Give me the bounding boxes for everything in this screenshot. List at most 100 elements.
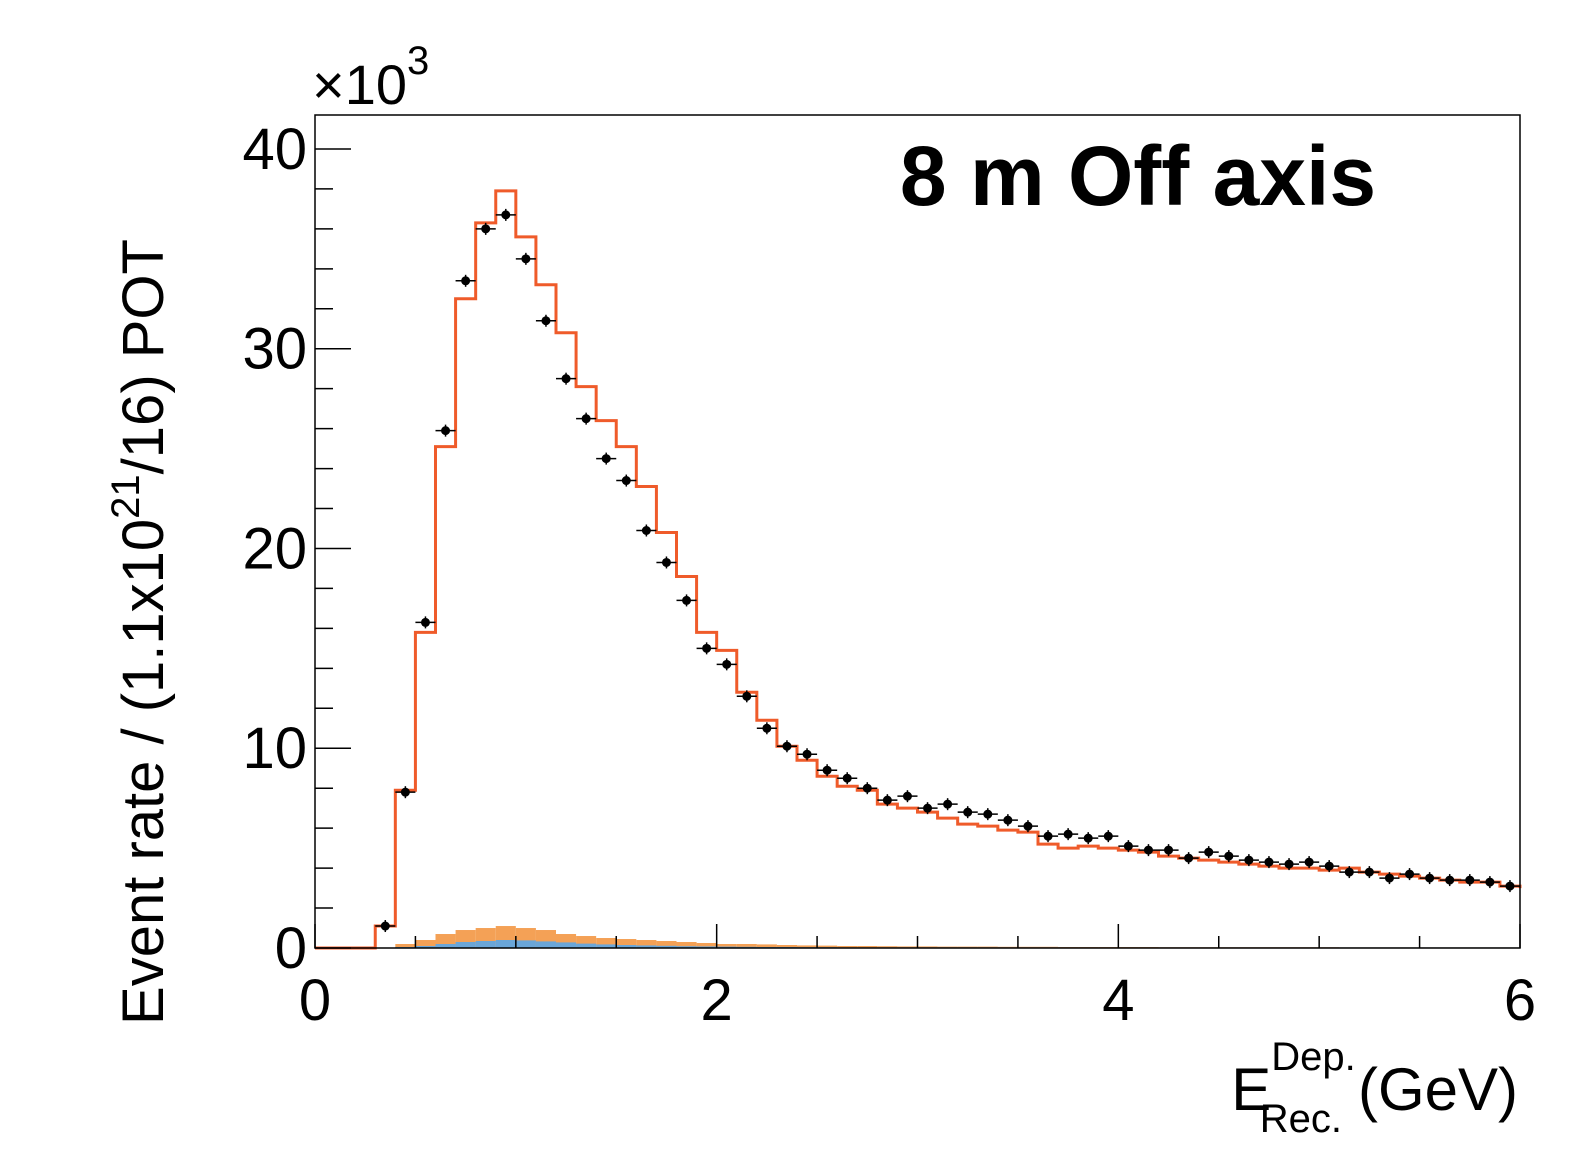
data-point-21 <box>736 690 757 703</box>
data-point-34 <box>997 814 1018 827</box>
data-point-40 <box>1118 840 1139 853</box>
data-point-27 <box>857 782 878 795</box>
data-point-25 <box>817 764 838 777</box>
data-point-15 <box>616 474 637 487</box>
data-point-marker <box>1405 869 1415 879</box>
data-point-14 <box>596 452 617 465</box>
data-point-marker <box>1324 861 1334 871</box>
data-point-47 <box>1258 856 1279 869</box>
filled-bar-2-14 <box>596 938 617 948</box>
data-point-23 <box>776 740 797 753</box>
data-point-marker <box>481 224 491 234</box>
data-point-marker <box>842 773 852 783</box>
data-point-marker <box>1164 845 1174 855</box>
y-tick-label: 40 <box>242 117 307 182</box>
data-point-56 <box>1439 874 1460 887</box>
data-point-36 <box>1038 830 1059 843</box>
data-point-37 <box>1058 828 1079 841</box>
data-point-marker <box>1244 855 1254 865</box>
y-axis-label-post: /16) POT <box>111 239 176 474</box>
data-point-38 <box>1078 832 1099 845</box>
x-tick-label: 4 <box>1102 968 1134 1033</box>
x-tick-label: 0 <box>299 968 331 1033</box>
filled-histograms <box>395 926 1520 948</box>
data-point-marker <box>1043 831 1053 841</box>
data-point-marker <box>561 374 571 384</box>
chart-title: 8 m Off axis <box>900 129 1376 223</box>
data-point-marker <box>943 799 953 809</box>
filled-bar-2-29 <box>897 946 918 948</box>
filled-bar-3-10 <box>515 940 536 948</box>
data-point-marker <box>762 723 772 733</box>
data-point-marker <box>1184 853 1194 863</box>
data-point-marker <box>1123 841 1133 851</box>
filled-bar-2-26 <box>837 946 858 948</box>
data-point-4 <box>395 786 416 799</box>
y-axis-label-sup: 21 <box>104 474 148 519</box>
data-point-5 <box>415 616 436 629</box>
filled-bar-3-11 <box>535 941 556 948</box>
histogram-line <box>315 189 1522 950</box>
filled-bar-2-27 <box>857 946 878 948</box>
y-multiplier-base: ×10 <box>312 53 407 116</box>
data-point-10 <box>515 252 536 265</box>
data-point-29 <box>897 790 918 803</box>
data-point-marker <box>1264 857 1274 867</box>
data-point-55 <box>1419 872 1440 885</box>
data-point-46 <box>1238 854 1259 867</box>
data-point-marker <box>1204 847 1214 857</box>
data-point-marker <box>822 765 832 775</box>
plot-frame <box>314 114 1521 949</box>
y-tick-label: 0 <box>275 916 307 981</box>
data-point-marker <box>1344 867 1354 877</box>
data-point-17 <box>656 556 677 569</box>
data-point-marker <box>1465 875 1475 885</box>
filled-bar-2-16 <box>636 940 657 948</box>
data-point-marker <box>1384 873 1394 883</box>
data-point-marker <box>1425 873 1435 883</box>
data-point-35 <box>1017 820 1038 833</box>
data-point-54 <box>1399 868 1420 881</box>
filled-bar-2-23 <box>776 945 797 948</box>
data-point-49 <box>1299 856 1320 869</box>
filled-bar-2-30 <box>917 946 938 948</box>
filled-bar-2-20 <box>716 944 737 948</box>
data-point-51 <box>1339 866 1360 879</box>
data-point-6 <box>435 424 456 437</box>
data-point-43 <box>1178 852 1199 865</box>
data-point-marker <box>983 809 993 819</box>
data-point-52 <box>1359 866 1380 879</box>
data-point-39 <box>1098 830 1119 843</box>
data-point-7 <box>455 274 476 287</box>
filled-bar-3-19 <box>696 946 717 948</box>
y-tick-label: 20 <box>242 516 307 581</box>
data-point-24 <box>797 748 818 761</box>
data-point-marker <box>441 426 451 436</box>
data-point-41 <box>1138 844 1159 857</box>
data-point-marker <box>581 414 591 424</box>
data-point-11 <box>535 314 556 327</box>
filled-bar-3-16 <box>636 945 657 948</box>
y-tick-label: 10 <box>242 716 307 781</box>
data-point-marker <box>1063 829 1073 839</box>
data-point-31 <box>937 798 958 811</box>
filled-bar-3-18 <box>676 946 697 948</box>
y-axis-label-pre: Event rate / (1.1x10 <box>111 519 176 1025</box>
data-point-marker <box>621 476 631 486</box>
filled-bar-3-7 <box>455 942 476 948</box>
data-point-marker <box>722 659 732 669</box>
data-point-marker <box>641 526 651 536</box>
filled-bar-2-25 <box>817 945 838 948</box>
x-axis-label: EDep. Rec. (GeV) <box>1231 1035 1518 1141</box>
filled-bar-3-17 <box>656 945 677 948</box>
filled-bar-3-13 <box>576 943 597 948</box>
data-point-8 <box>475 222 496 235</box>
data-point-3 <box>375 920 396 933</box>
filled-bar-2-21 <box>736 944 757 948</box>
data-point-44 <box>1198 846 1219 859</box>
filled-bar-3-15 <box>616 945 637 948</box>
data-point-marker <box>661 557 671 567</box>
data-point-marker <box>541 316 551 326</box>
data-point-9 <box>495 208 516 221</box>
